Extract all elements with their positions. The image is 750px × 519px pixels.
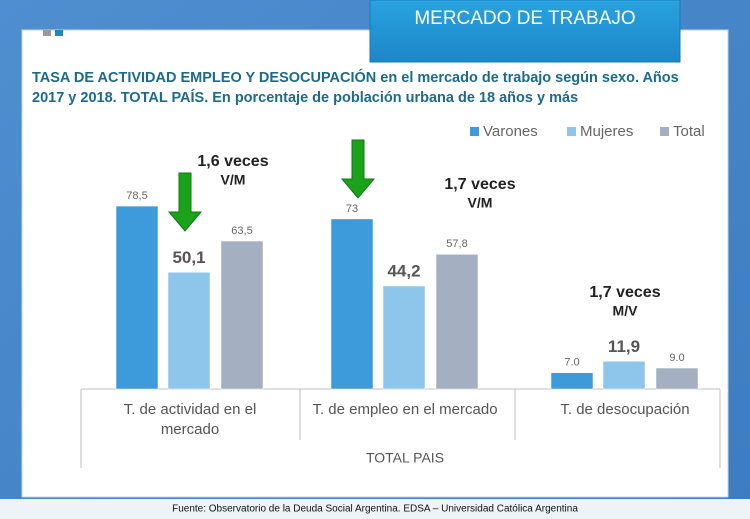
- annotation: 1,7 veces: [444, 176, 515, 193]
- bar: [220, 240, 264, 390]
- value-label: 57,8: [446, 238, 467, 250]
- arrows: [167, 139, 376, 232]
- footer-band: [0, 499, 750, 519]
- x-tick-label: mercado: [161, 421, 219, 438]
- value-label: 73: [346, 203, 358, 215]
- bar: [602, 361, 646, 390]
- value-label: 50,1: [172, 248, 205, 267]
- icon: [55, 30, 63, 36]
- value-label: 11,9: [608, 337, 640, 356]
- legend-label: Varones: [483, 123, 538, 140]
- legend-swatch: [470, 127, 479, 136]
- legend-swatch: [660, 127, 669, 136]
- legend-swatch: [567, 127, 576, 136]
- x-tick-label: T. de empleo en el mercado: [312, 401, 497, 418]
- x-axis-label: TOTAL PAIS: [366, 450, 444, 466]
- value-label: 63,5: [231, 225, 252, 237]
- bar: [382, 285, 426, 390]
- bar: [167, 272, 211, 390]
- icon: [43, 30, 51, 36]
- bar: [330, 218, 374, 390]
- value-label: 78,5: [126, 190, 147, 202]
- bar: [655, 367, 699, 390]
- bar: [435, 254, 479, 390]
- annotation: 1,7 veces: [589, 284, 660, 301]
- bar: [550, 372, 594, 390]
- annotation: V/M: [468, 195, 493, 211]
- value-label: 44,2: [387, 261, 420, 280]
- header-box: [369, 0, 681, 63]
- chart-title: 2017 y 2018. TOTAL PAÍS. En porcentaje d…: [32, 89, 578, 106]
- annotation: 1,6 veces: [197, 153, 268, 170]
- annotation: M/V: [613, 303, 639, 319]
- value-label: 9.0: [669, 352, 684, 364]
- chart-title: TASA DE ACTIVIDAD EMPLEO Y DESOCUPACIÓN …: [32, 68, 679, 86]
- header-title: MERCADO DE TRABAJO: [414, 8, 635, 29]
- x-tick-label: T. de desocupación: [560, 401, 689, 418]
- x-tick-label: T. de actividad en el: [124, 401, 257, 418]
- legend-label: Total: [673, 123, 705, 140]
- bar: [115, 205, 159, 390]
- source-note: Fuente: Observatorio de la Deuda Social …: [172, 504, 578, 515]
- separators: [80, 389, 721, 468]
- value-label: 7.0: [564, 357, 579, 369]
- annotation: V/M: [221, 172, 246, 188]
- legend-label: Mujeres: [580, 123, 633, 140]
